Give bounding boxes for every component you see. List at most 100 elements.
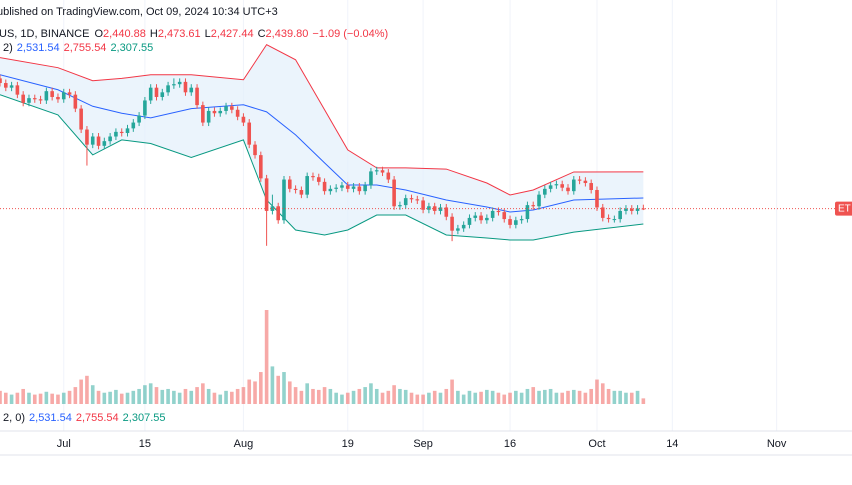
volume-bar — [351, 390, 356, 404]
volume-bar — [577, 390, 582, 404]
x-tick-label: 16 — [504, 438, 516, 450]
candle-body — [3, 83, 8, 88]
candle-body — [206, 110, 211, 123]
volume-bar — [369, 383, 373, 404]
candle-body — [340, 185, 344, 188]
volume-bar — [299, 390, 304, 404]
candle-body — [531, 205, 536, 207]
volume-bar — [473, 392, 478, 404]
candle-body — [212, 110, 217, 114]
symbol-line: US, 1D, BINANCE O2,440.88 H2,473.61 L2,427.… — [0, 28, 388, 40]
volume-bar — [241, 387, 246, 404]
candle-body — [554, 184, 559, 186]
candle-body — [369, 171, 373, 186]
volume-bar — [485, 389, 489, 404]
candle-body — [606, 217, 611, 220]
volume-bar — [612, 390, 617, 404]
volume-bar — [380, 392, 385, 404]
indicator-label: 2, 0) — [3, 412, 25, 424]
volume-bar — [44, 391, 49, 404]
publish-line: ublished on TradingView.com, Oct 09, 202… — [0, 6, 278, 18]
candle-body — [537, 194, 541, 207]
candle-body — [305, 176, 309, 195]
candle-body — [566, 187, 570, 192]
indicator-value: 2,307.55 — [110, 42, 153, 54]
volume-bar — [340, 394, 344, 404]
candle-body — [15, 85, 20, 95]
volume-bar — [600, 383, 605, 404]
band-lower — [0, 94, 644, 241]
volume-bar — [328, 388, 333, 404]
ohlc-label: O — [94, 28, 103, 40]
volume-bar — [0, 390, 2, 404]
candle-body — [154, 87, 159, 97]
price-label: ET — [838, 203, 851, 214]
volume-bar — [166, 388, 170, 404]
candle-body — [444, 207, 449, 217]
candle-body — [380, 170, 385, 173]
volume-bar — [624, 392, 628, 404]
candle-body — [490, 210, 495, 218]
volume-bar — [212, 392, 217, 404]
candle-body — [108, 136, 112, 142]
volume-bar — [363, 387, 367, 404]
candle-body — [79, 108, 83, 130]
candle-body — [421, 200, 425, 210]
volume-bar — [311, 388, 315, 404]
candle-body — [56, 96, 60, 100]
candle-body — [282, 179, 286, 221]
candle-body — [427, 206, 431, 210]
candle-body — [27, 98, 31, 103]
volume-bar — [525, 388, 530, 404]
volume-bar — [403, 389, 408, 404]
indicator-value: 2,755.54 — [76, 412, 119, 424]
candle-body — [316, 177, 321, 182]
volume-bar — [438, 392, 443, 404]
candle-body — [264, 178, 269, 211]
volume-bar — [392, 385, 396, 404]
candle-body — [241, 116, 246, 123]
volume-bar — [450, 379, 454, 404]
x-tick-label: 15 — [139, 438, 151, 450]
volume-bar — [571, 389, 576, 404]
volume-bar — [554, 392, 559, 404]
volume-bar — [264, 310, 269, 404]
volume-bar — [172, 390, 176, 404]
volume-bar — [560, 392, 565, 404]
volume-bar — [415, 394, 420, 404]
volume-bar — [90, 385, 95, 404]
volume-bar — [125, 392, 130, 404]
volume-bar — [490, 390, 495, 404]
candle-body — [67, 92, 72, 95]
volume-bar — [479, 391, 483, 404]
volume-bar — [641, 398, 646, 404]
candle-body — [502, 212, 507, 220]
volume-bar — [398, 388, 402, 404]
volume-bar — [50, 393, 54, 404]
candle-body — [479, 215, 483, 221]
candle-body — [259, 155, 263, 179]
candle-body — [398, 205, 402, 207]
candle-body — [137, 115, 141, 123]
candle-body — [0, 78, 2, 84]
volume-bar — [467, 390, 472, 404]
volume-bar — [114, 389, 118, 404]
candle-body — [195, 87, 199, 106]
ohlc-value: 2,439.80 — [266, 28, 309, 40]
volume-bar — [427, 392, 431, 404]
volume-bar — [247, 379, 252, 404]
candle-body — [629, 208, 634, 211]
volume-bar — [230, 391, 234, 404]
volume-bar — [345, 392, 350, 404]
candle-body — [148, 87, 153, 101]
volume-bar — [218, 394, 223, 404]
volume-bar — [508, 392, 512, 404]
candle-body — [357, 186, 362, 192]
x-tick-label: Sep — [413, 438, 433, 450]
candle-body — [467, 217, 472, 225]
ohlc-value: 2,427.44 — [211, 28, 254, 40]
indicator-value: 2,531.54 — [29, 412, 72, 424]
candle-body — [351, 186, 356, 189]
volume-bar — [270, 366, 275, 404]
candle-body — [548, 185, 553, 189]
